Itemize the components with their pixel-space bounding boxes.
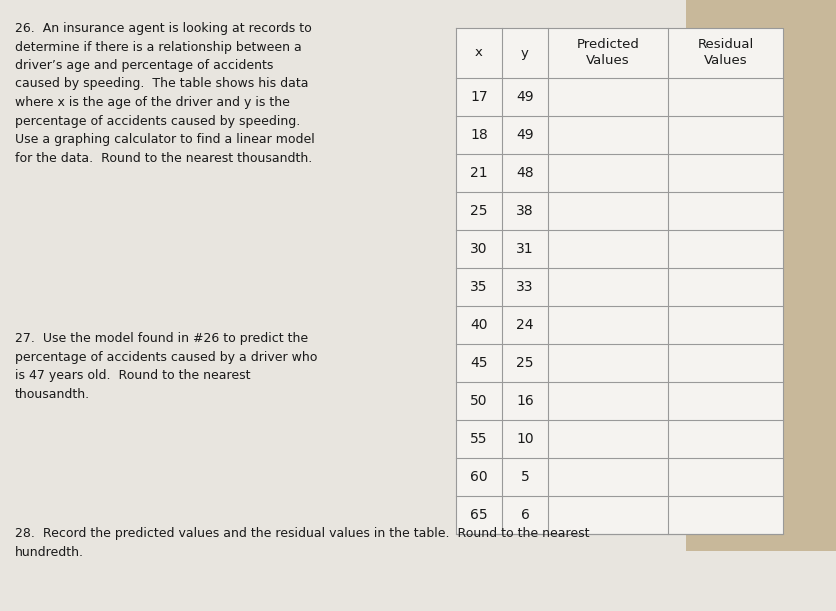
Text: 30: 30 [470,242,487,256]
Text: 21: 21 [470,166,487,180]
Text: 24: 24 [516,318,533,332]
Text: 18: 18 [470,128,487,142]
Text: 31: 31 [516,242,533,256]
Text: Predicted
Values: Predicted Values [576,38,639,67]
Text: x: x [475,46,482,59]
Text: 25: 25 [516,356,533,370]
Text: 26.  An insurance agent is looking at records to
determine if there is a relatio: 26. An insurance agent is looking at rec… [15,22,314,164]
Text: 49: 49 [516,128,533,142]
Text: 55: 55 [470,432,487,446]
Text: 48: 48 [516,166,533,180]
Text: 35: 35 [470,280,487,294]
Text: 49: 49 [516,90,533,104]
Text: 38: 38 [516,204,533,218]
Text: Residual
Values: Residual Values [696,38,752,67]
Text: 10: 10 [516,432,533,446]
Text: 33: 33 [516,280,533,294]
FancyBboxPatch shape [0,0,686,611]
Text: 40: 40 [470,318,487,332]
Text: 27.  Use the model found in #26 to predict the
percentage of accidents caused by: 27. Use the model found in #26 to predic… [15,332,317,400]
Text: 25: 25 [470,204,487,218]
FancyBboxPatch shape [0,551,836,611]
Text: 45: 45 [470,356,487,370]
FancyBboxPatch shape [456,28,782,534]
Text: 50: 50 [470,394,487,408]
Text: 17: 17 [470,90,487,104]
FancyBboxPatch shape [0,0,468,556]
Text: 6: 6 [520,508,529,522]
Text: 60: 60 [470,470,487,484]
Text: 16: 16 [516,394,533,408]
Text: 28.  Record the predicted values and the residual values in the table.  Round to: 28. Record the predicted values and the … [15,527,589,559]
Text: y: y [521,46,528,59]
Text: 5: 5 [520,470,528,484]
Text: 65: 65 [470,508,487,522]
